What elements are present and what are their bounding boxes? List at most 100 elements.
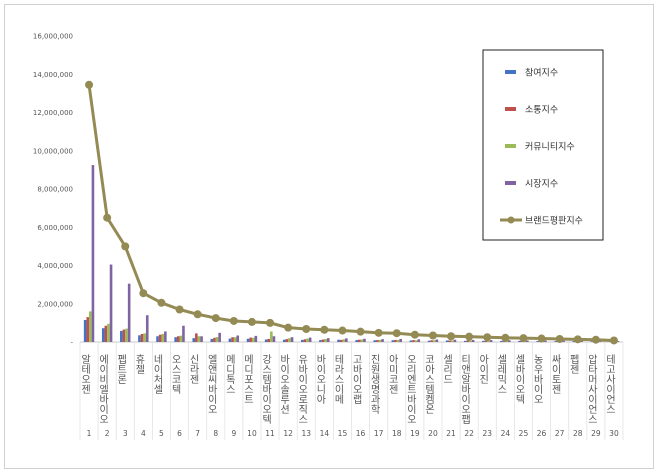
legend-label: 브랜드평판지수 <box>525 216 583 227</box>
rank-number: 28 <box>573 429 583 438</box>
bar <box>412 340 415 342</box>
bar <box>507 340 511 342</box>
bar <box>342 339 346 342</box>
line-point <box>555 334 564 343</box>
y-tick-label: 8,000,000 <box>37 186 73 194</box>
rank-number: 10 <box>247 429 257 438</box>
category-label: 유바이오로직스 <box>296 354 308 424</box>
bar <box>301 339 304 342</box>
bar <box>427 340 431 342</box>
bar <box>122 329 126 342</box>
category-label: 셀리드 <box>441 354 453 384</box>
bar <box>572 341 576 342</box>
bar <box>355 340 358 342</box>
bar <box>285 339 289 342</box>
bar <box>197 336 201 342</box>
rank-number: 20 <box>428 429 438 438</box>
bar <box>453 339 457 342</box>
rank-number: 22 <box>464 429 474 438</box>
legend-swatch <box>505 181 516 185</box>
line-point <box>121 242 130 251</box>
bar <box>430 340 433 342</box>
line-point <box>392 329 401 338</box>
line-point <box>320 325 329 334</box>
bar <box>590 341 594 342</box>
bar <box>580 340 583 342</box>
bar <box>249 337 252 342</box>
bar <box>104 325 108 342</box>
bar <box>484 340 488 342</box>
category-label: 휴젤 <box>133 354 145 374</box>
category-label: 에이비엘바이오 <box>97 354 109 424</box>
bar <box>218 332 221 342</box>
bar <box>463 340 467 342</box>
bar <box>489 340 493 342</box>
bar <box>200 336 203 342</box>
line-point <box>193 310 202 319</box>
legend-swatch <box>505 144 516 148</box>
bar <box>264 339 268 342</box>
legend-label: 소통지수 <box>525 105 558 116</box>
bar <box>107 323 110 342</box>
bar <box>215 337 219 342</box>
bar <box>125 328 128 342</box>
bar <box>272 336 276 342</box>
rank-number: 11 <box>265 429 275 438</box>
bar <box>233 337 237 342</box>
bar <box>288 338 291 342</box>
rank-number: 17 <box>374 429 384 438</box>
bar <box>417 339 421 342</box>
rank-number: 16 <box>356 429 366 438</box>
category-label: 바이오솔루션 <box>278 354 290 414</box>
line-point <box>211 314 220 323</box>
rank-number: 27 <box>555 429 565 438</box>
bar <box>396 339 400 342</box>
bar <box>158 334 162 342</box>
bar <box>432 340 436 342</box>
bar <box>179 335 183 342</box>
line-point <box>356 327 365 336</box>
bar <box>469 340 472 342</box>
bar <box>487 340 490 342</box>
bar <box>598 340 602 342</box>
bar <box>500 340 503 342</box>
line-point <box>447 332 456 341</box>
rank-number: 18 <box>392 429 402 438</box>
bar <box>381 339 384 342</box>
line-point <box>483 333 492 342</box>
bar <box>308 337 312 342</box>
bar <box>536 341 539 342</box>
category-label: 펩트론 <box>115 354 127 384</box>
rank-number: 30 <box>609 429 619 438</box>
category-label: 셀바이오텍 <box>513 354 525 405</box>
bar <box>228 338 232 342</box>
legend-box <box>482 49 604 241</box>
rank-number: 12 <box>283 429 293 438</box>
bar <box>394 339 397 342</box>
category-label: 메디포스트 <box>241 354 253 404</box>
bar <box>86 317 90 342</box>
bar <box>482 340 485 342</box>
rank-number: 9 <box>231 429 236 438</box>
rank-number: 8 <box>213 429 218 438</box>
line-point <box>465 332 474 341</box>
category-label: 테라스이메 <box>332 354 344 405</box>
bar <box>101 328 105 342</box>
brand-reputation-chart: - 2,000,000 4,000,000 6,000,000 8,000,000 10,… <box>33 33 624 440</box>
bar <box>282 339 286 342</box>
y-tick-label: 10,000,000 <box>33 147 73 155</box>
bar <box>290 337 294 342</box>
line-point <box>157 298 166 307</box>
bar <box>435 339 439 342</box>
bar <box>448 340 452 342</box>
category-label: 싸이토젠 <box>549 354 561 394</box>
rank-number: 1 <box>87 429 92 438</box>
bar <box>363 338 366 342</box>
line-point <box>229 316 238 325</box>
chart-frame: - 2,000,000 4,000,000 6,000,000 8,000,000 10,… <box>4 4 654 469</box>
category-label: 알테오젠 <box>79 354 91 394</box>
bar <box>345 338 348 342</box>
y-tick-label: 16,000,000 <box>33 33 73 41</box>
line-point <box>103 213 112 222</box>
rank-number: 21 <box>446 429 456 438</box>
